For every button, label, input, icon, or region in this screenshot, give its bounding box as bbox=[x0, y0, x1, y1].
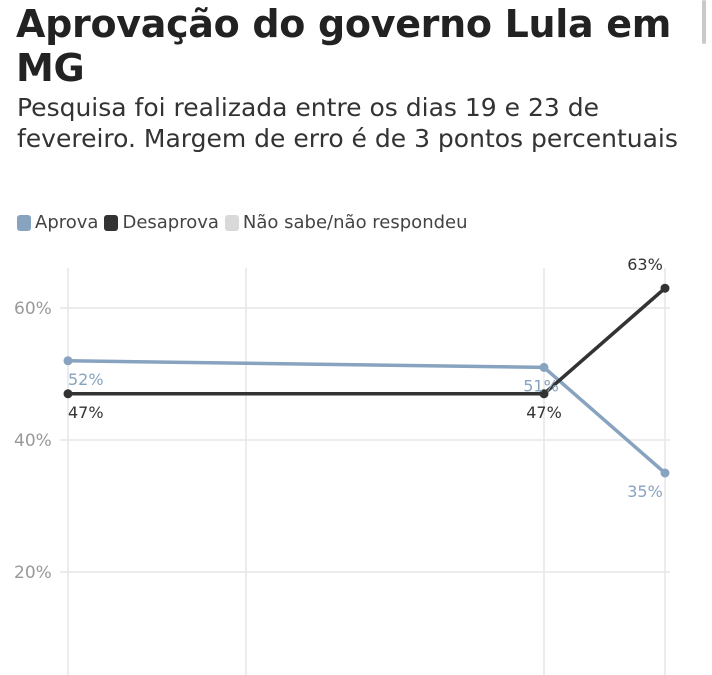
legend-label-desaprova: Desaprova bbox=[122, 212, 219, 233]
data-point-desaprova bbox=[660, 283, 670, 293]
points-layer bbox=[63, 283, 670, 478]
legend-swatch-aprova bbox=[17, 214, 31, 231]
grid-layer bbox=[60, 268, 670, 675]
data-label-aprova: 35% bbox=[627, 482, 663, 501]
legend: Aprova Desaprova Não sabe/não respondeu bbox=[17, 212, 474, 233]
data-point-desaprova bbox=[63, 389, 73, 399]
legend-item-aprova[interactable]: Aprova bbox=[17, 212, 98, 233]
y-tick-label: 20% bbox=[14, 563, 52, 583]
scrollbar[interactable] bbox=[702, 0, 706, 44]
lines-layer bbox=[66, 286, 667, 475]
series-line-desaprova bbox=[66, 286, 667, 396]
legend-swatch-desaprova bbox=[104, 214, 119, 231]
legend-swatch-nao-sabe bbox=[224, 214, 239, 231]
data-label-aprova: 52% bbox=[68, 370, 104, 389]
data-point-desaprova bbox=[539, 389, 549, 399]
data-point-aprova bbox=[539, 362, 549, 372]
legend-label-aprova: Aprova bbox=[35, 212, 99, 233]
chart-subtitle: Pesquisa foi realizada entre os dias 19 … bbox=[17, 93, 678, 153]
data-point-aprova bbox=[660, 468, 670, 478]
data-label-desaprova: 47% bbox=[68, 403, 104, 422]
legend-item-nao-sabe[interactable]: Não sabe/não respondeu bbox=[224, 212, 468, 233]
data-label-desaprova: 47% bbox=[526, 403, 562, 422]
chart-title: Aprovação do governo Lula em MG bbox=[16, 2, 672, 90]
legend-item-desaprova[interactable]: Desaprova bbox=[104, 212, 219, 233]
data-point-aprova bbox=[63, 356, 73, 366]
data-label-aprova: 51% bbox=[523, 376, 559, 395]
y-tick-label: 60% bbox=[14, 299, 52, 319]
y-tick-label: 40% bbox=[14, 431, 52, 451]
data-label-desaprova: 63% bbox=[627, 255, 663, 274]
legend-label-nao-sabe: Não sabe/não respondeu bbox=[242, 212, 468, 233]
labels-layer: 20% 40% 60% 52% 51% 35% 47% 47% 63% bbox=[14, 255, 663, 583]
series-line-aprova bbox=[66, 359, 667, 475]
